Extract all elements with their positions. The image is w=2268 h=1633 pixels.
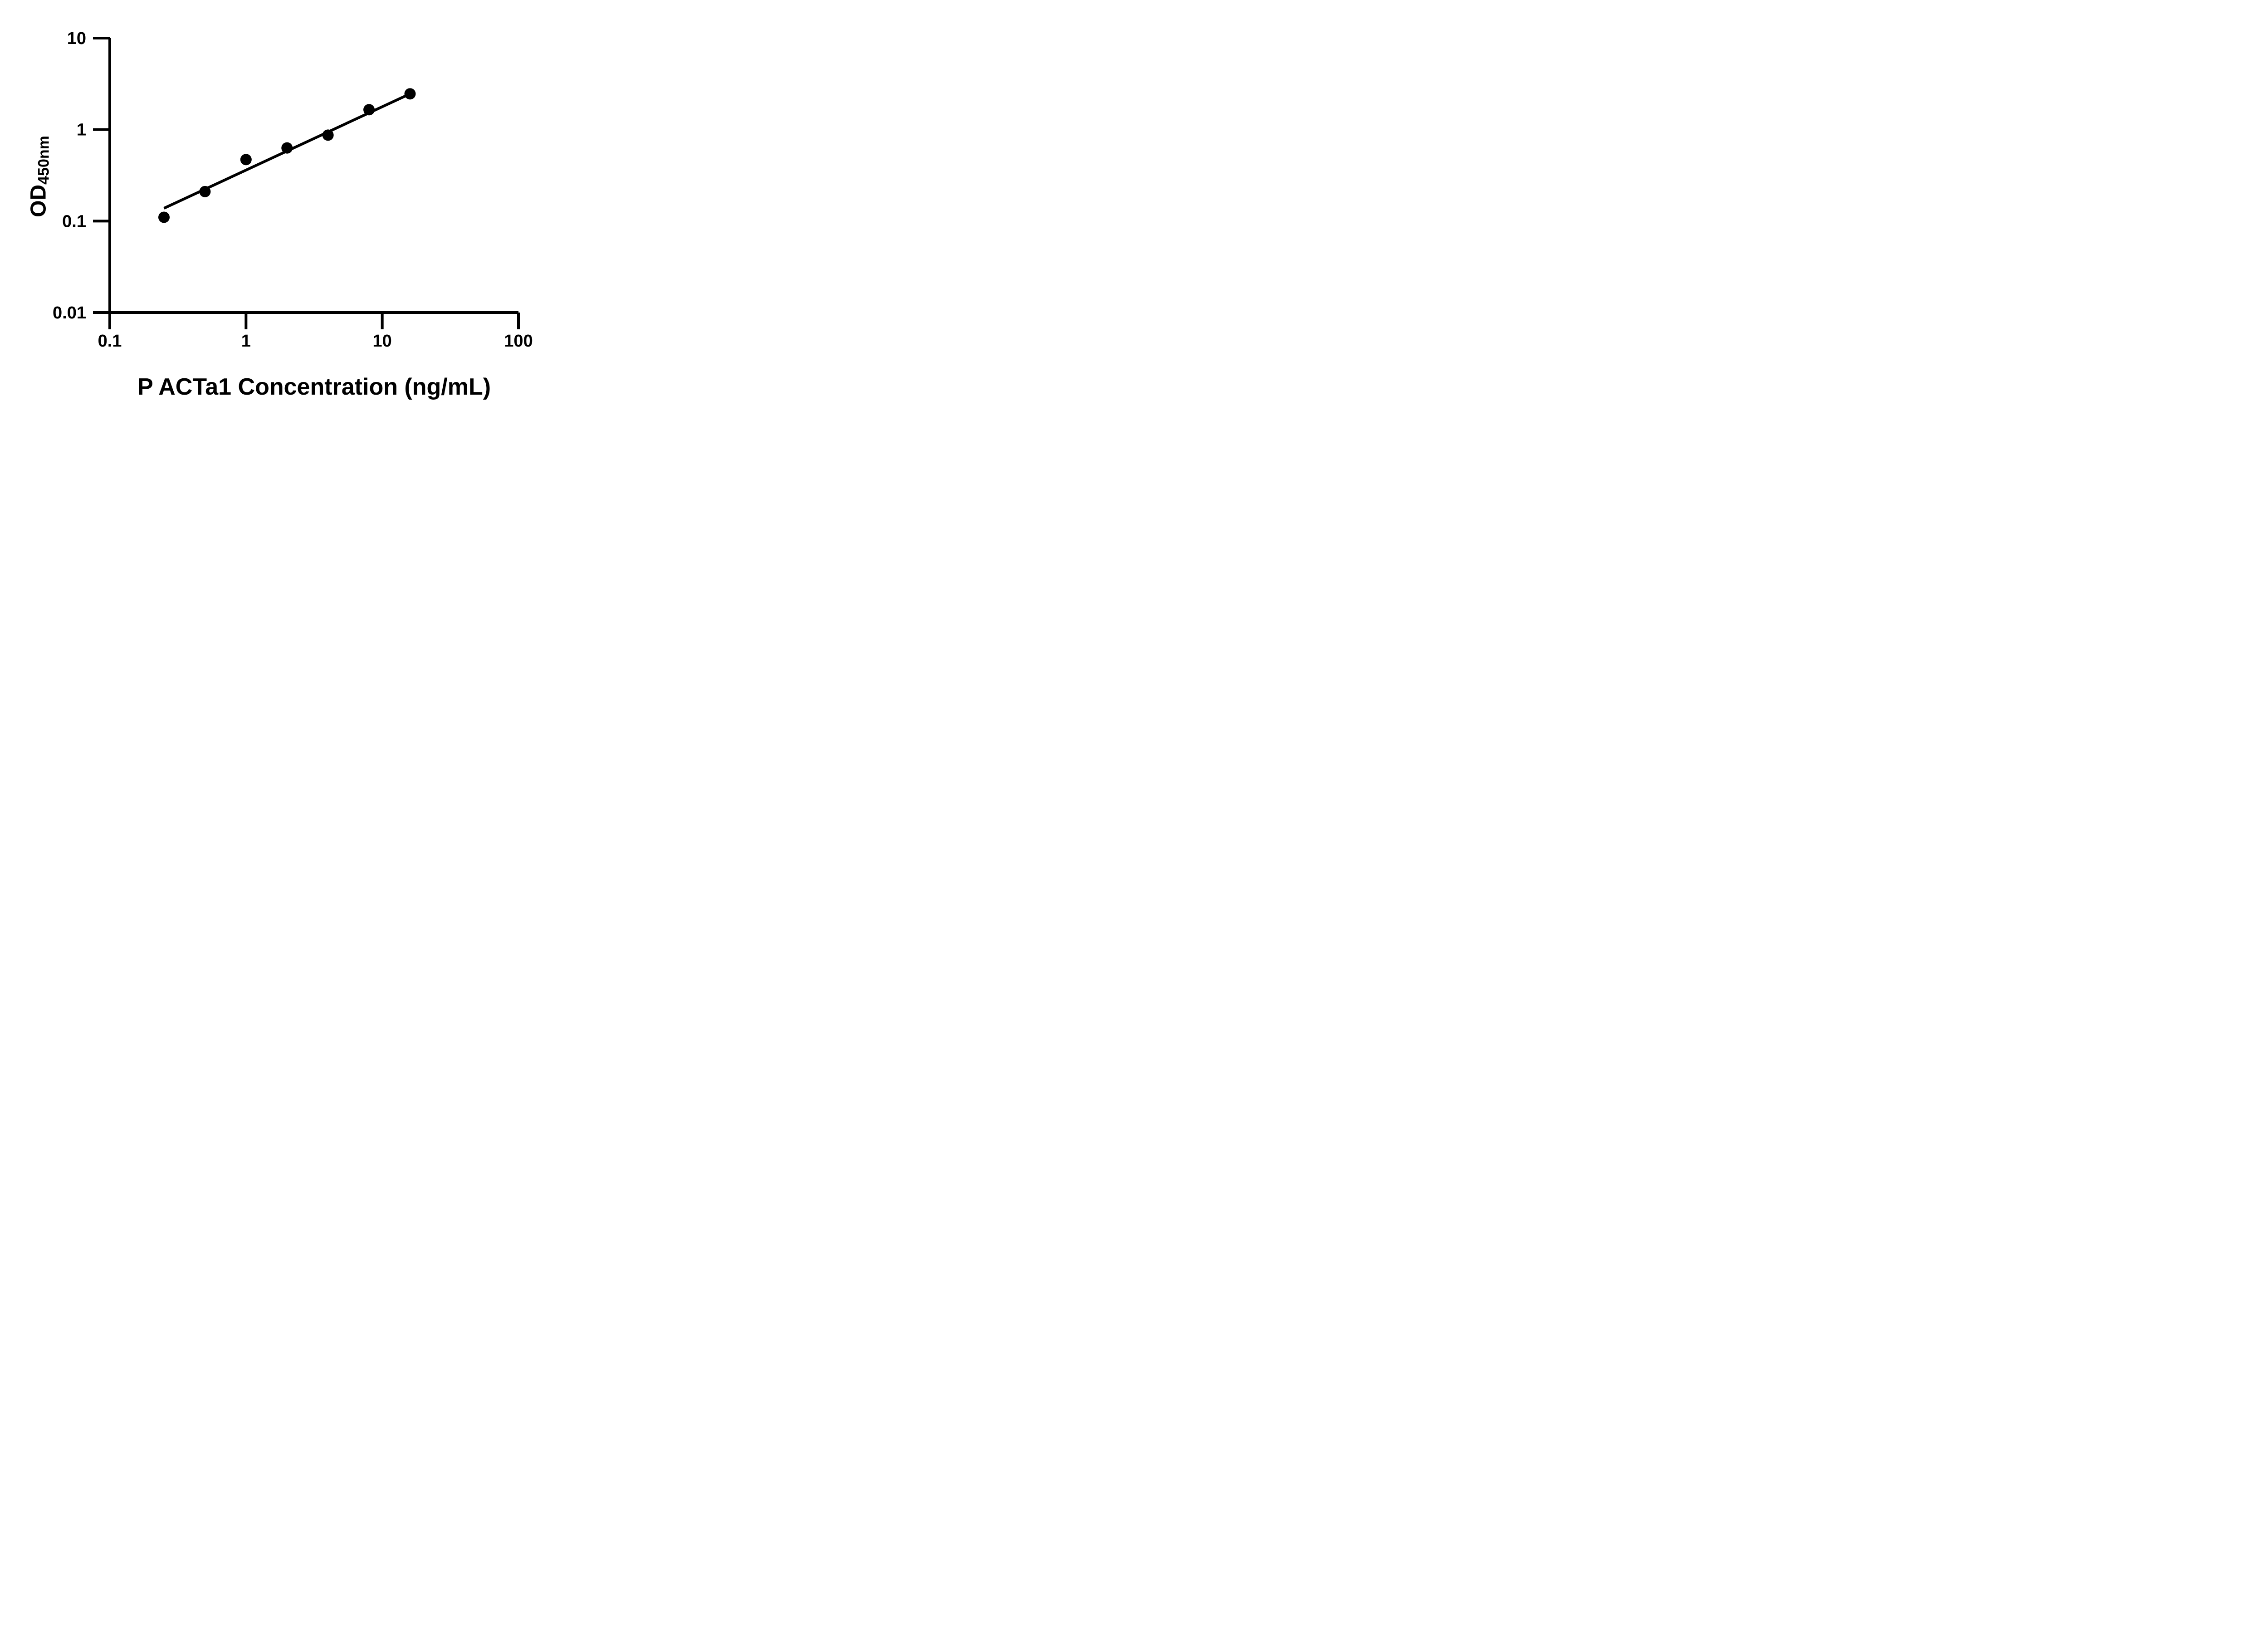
- x-tick-label: 100: [504, 332, 533, 351]
- y-axis-title-base: OD: [26, 184, 51, 217]
- y-tick-label: 0.1: [62, 212, 86, 231]
- x-tick-label: 0.1: [98, 332, 122, 351]
- data-point: [322, 129, 334, 141]
- y-tick-label: 1: [77, 121, 86, 140]
- data-point: [240, 154, 252, 166]
- y-axis-title-subscript: 450nm: [35, 136, 53, 185]
- data-point: [363, 104, 375, 116]
- y-tick-label: 0.01: [53, 303, 86, 323]
- data-point: [158, 211, 170, 223]
- x-tick-label: 10: [373, 332, 392, 351]
- elisa-standard-curve-figure: 10 1 0.1 0.01 0.1 1 10 100 P ACTa1 Concentratio…: [0, 0, 581, 408]
- y-axis-title: OD450nm: [26, 136, 53, 217]
- plot-area: 10 1 0.1 0.01 0.1 1 10 100: [53, 29, 533, 351]
- y-tick-label: 10: [67, 29, 86, 48]
- x-axis-title: P ACTa1 Concentration (ng/mL): [137, 374, 491, 400]
- data-point: [199, 186, 211, 197]
- data-point: [281, 142, 293, 154]
- data-point: [404, 88, 416, 100]
- x-tick-label: 1: [241, 332, 251, 351]
